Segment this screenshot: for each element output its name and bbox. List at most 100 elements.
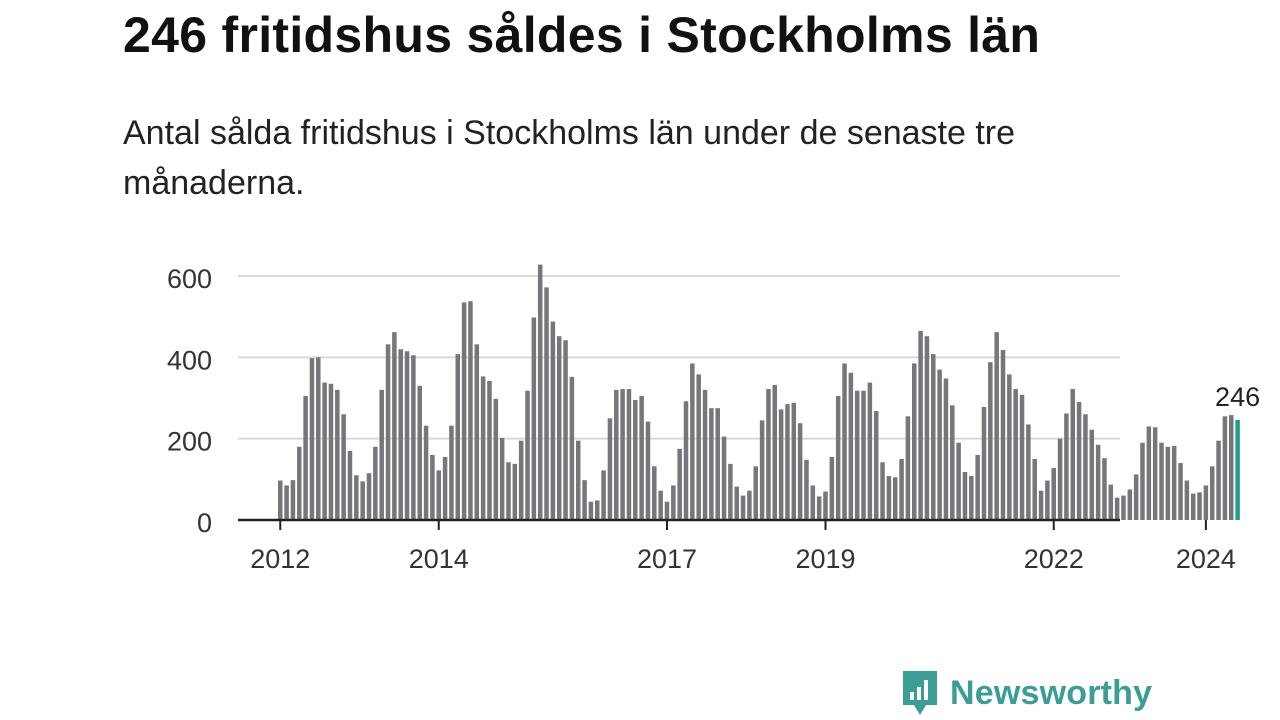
- brand-logo: Newsworthy: [900, 668, 1152, 718]
- grid-layer: [238, 275, 1120, 440]
- bar: [575, 440, 581, 520]
- bar: [430, 454, 435, 520]
- bar: [1229, 415, 1234, 520]
- bar: [1083, 414, 1088, 520]
- y-tick-label: 200: [167, 427, 212, 457]
- bar: [626, 389, 632, 520]
- bar: [620, 389, 625, 520]
- bar: [1051, 467, 1056, 520]
- bar: [1007, 374, 1012, 520]
- bar: [506, 462, 511, 520]
- bar: [423, 425, 429, 520]
- bar: [1222, 416, 1228, 520]
- bar: [341, 414, 346, 520]
- bar: [461, 302, 467, 520]
- bar: [1076, 402, 1082, 520]
- bar: [480, 376, 486, 520]
- bar: [962, 472, 968, 520]
- bar: [468, 301, 473, 520]
- bar: [671, 485, 676, 520]
- bar: [747, 490, 752, 520]
- bar: [715, 408, 720, 520]
- bar: [823, 491, 828, 520]
- bar: [867, 382, 873, 520]
- bar: [537, 264, 543, 520]
- bar: [835, 395, 841, 520]
- bar: [1038, 490, 1044, 520]
- bar: [404, 351, 410, 520]
- bar: [1178, 463, 1183, 520]
- bar: [956, 442, 961, 520]
- bar: [734, 486, 739, 520]
- bar: [709, 408, 714, 520]
- bar: [1184, 480, 1190, 520]
- bar: [607, 418, 613, 520]
- bar: [290, 480, 296, 520]
- value-annotation: 246: [1215, 382, 1260, 412]
- bar: [347, 450, 353, 520]
- bar: [328, 383, 334, 520]
- bar: [753, 466, 758, 520]
- bar: [601, 470, 606, 520]
- y-tick-label: 600: [167, 264, 212, 294]
- bar: [278, 480, 283, 520]
- x-tick-label: 2012: [250, 544, 310, 574]
- bar: [816, 496, 822, 520]
- bar: [1203, 485, 1209, 520]
- bar: [1216, 440, 1221, 520]
- bar: [1102, 458, 1107, 520]
- bar: [772, 384, 778, 520]
- bar: [354, 475, 359, 520]
- axis-layer: 0 200 400 600 2012 2014 2017 2019 2022 2024 246: [167, 264, 1260, 574]
- bar: [569, 376, 575, 520]
- bar: [645, 421, 651, 520]
- bar: [759, 420, 765, 520]
- bar: [512, 463, 518, 520]
- bar: [721, 436, 727, 520]
- bar: [886, 476, 892, 520]
- bar: [633, 400, 638, 520]
- bar: [614, 389, 619, 520]
- bar: [899, 459, 904, 520]
- bar: [740, 495, 746, 520]
- bar: [873, 411, 879, 520]
- bar: [392, 332, 397, 520]
- x-tick-label: 2022: [1024, 544, 1084, 574]
- bar: [892, 477, 898, 520]
- y-tick-label: 0: [197, 508, 212, 538]
- bar: [683, 401, 689, 520]
- chart-title: 246 fritidshus såldes i Stockholms län: [123, 7, 1041, 63]
- bar: [791, 402, 797, 520]
- bar: [531, 317, 537, 520]
- bar: [810, 485, 816, 520]
- bar: [379, 389, 384, 520]
- bar: [690, 363, 695, 520]
- bar: [1146, 426, 1152, 520]
- bar: [297, 446, 302, 520]
- bar: [303, 395, 308, 520]
- bar: [322, 382, 327, 520]
- bar: [455, 354, 461, 520]
- bar: [493, 398, 499, 520]
- bar: [1159, 442, 1164, 520]
- bar: [778, 409, 784, 520]
- bar: [442, 456, 448, 520]
- bar: [1089, 429, 1095, 520]
- bar: [854, 390, 860, 520]
- bar: [544, 287, 549, 520]
- bar: [1152, 427, 1158, 520]
- bar: [449, 425, 454, 520]
- bar: [417, 385, 422, 520]
- bar: [360, 481, 365, 520]
- x-tick-label: 2024: [1176, 544, 1236, 574]
- bar: [1197, 492, 1202, 520]
- x-tick-label: 2014: [409, 544, 469, 574]
- bar: [696, 374, 701, 520]
- bar: [316, 357, 321, 520]
- bar: [950, 405, 955, 520]
- bar: [652, 466, 657, 520]
- bar: [373, 446, 378, 520]
- bar: [1114, 497, 1120, 520]
- bar: [499, 437, 505, 520]
